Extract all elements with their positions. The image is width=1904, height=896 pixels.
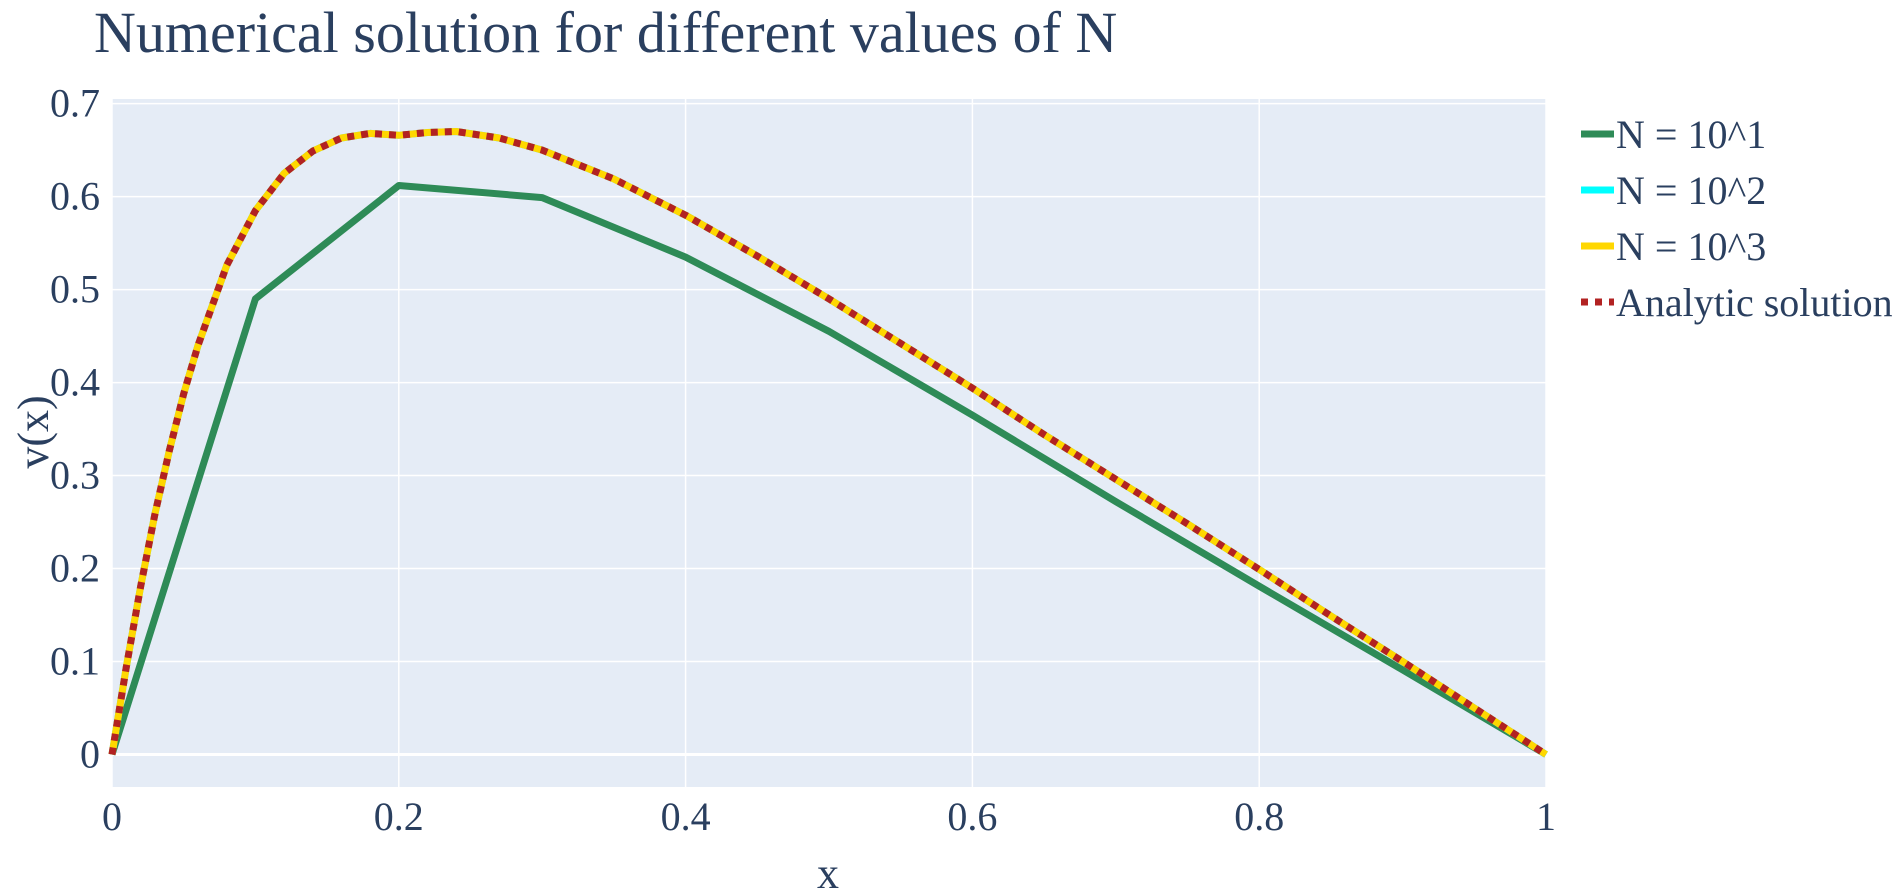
x-tick-label: 0.2 [374, 794, 424, 839]
grid-lines [111, 99, 1547, 787]
plot-area [112, 99, 1546, 787]
chart-title: Numerical solution for different values … [94, 0, 1117, 65]
y-tick-label: 0.6 [50, 174, 100, 219]
y-tick-label: 0 [80, 731, 100, 776]
series-line-1 [108, 182, 1548, 758]
legend: N = 10^1 N = 10^2 N = 10^3 Analytic solutio… [1581, 112, 1893, 325]
legend-label: N = 10^3 [1616, 224, 1766, 269]
x-tick-label: 0.4 [661, 794, 711, 839]
legend-label: N = 10^1 [1616, 112, 1766, 157]
y-tick-label: 0.2 [50, 546, 100, 591]
legend-label: Analytic solution [1616, 280, 1893, 325]
series-line-4 [108, 128, 1548, 758]
y-axis-title: v(x) [9, 395, 58, 468]
y-tick-label: 0.5 [50, 267, 100, 312]
series-lines [108, 128, 1548, 758]
y-tick-label: 0.1 [50, 638, 100, 683]
axis-ticks: 0 0.2 0.4 0.6 0.8 1 0 0.1 0.2 0.3 0.4 0.5 0.6 0.7 [50, 81, 1556, 839]
y-tick-label: 0.3 [50, 453, 100, 498]
x-tick-label: 1 [1536, 794, 1556, 839]
x-tick-label: 0 [102, 794, 122, 839]
y-tick-label: 0.7 [50, 81, 100, 126]
y-tick-label: 0.4 [50, 360, 100, 405]
legend-label: N = 10^2 [1616, 168, 1766, 213]
x-tick-label: 0.8 [1234, 794, 1284, 839]
x-axis-title: x [817, 849, 839, 896]
x-tick-label: 0.6 [947, 794, 997, 839]
